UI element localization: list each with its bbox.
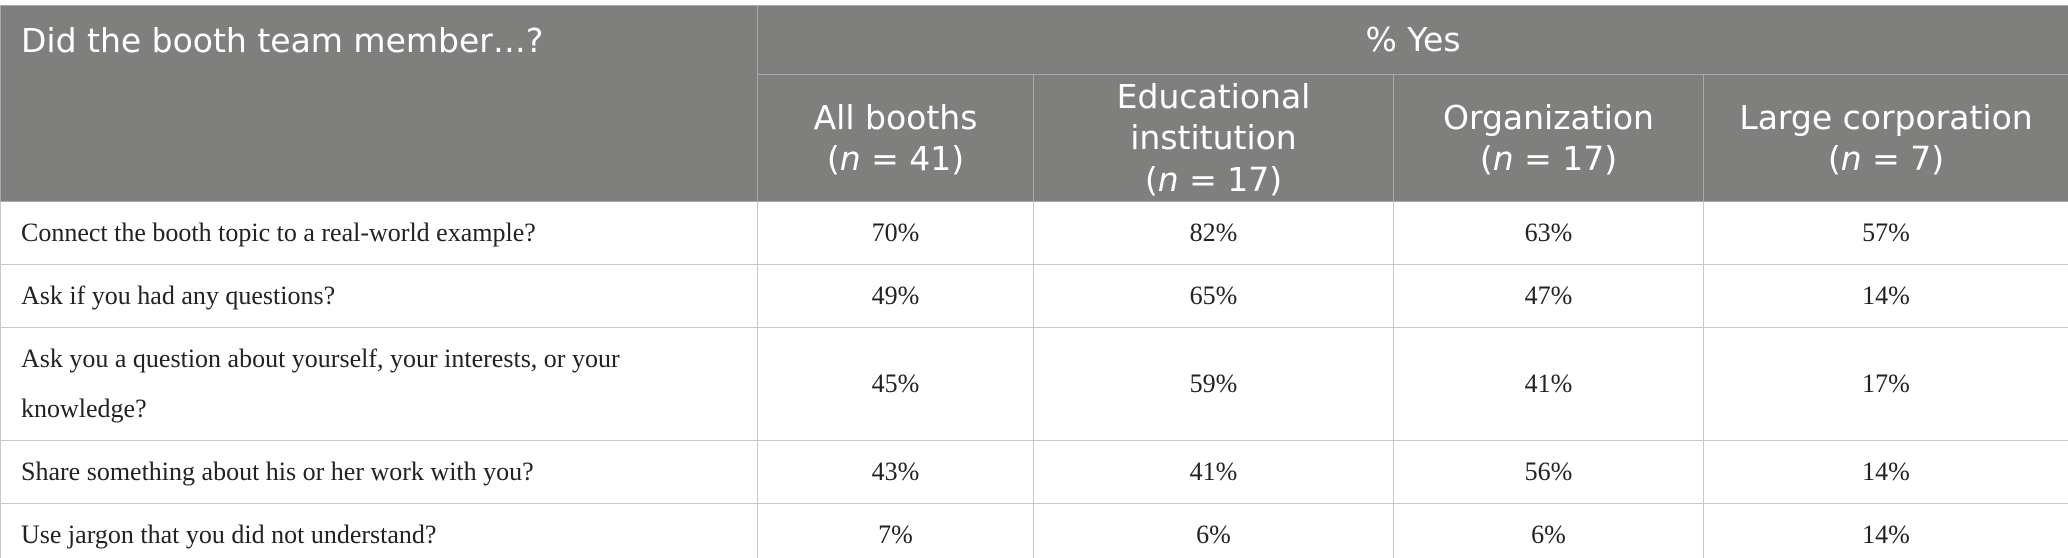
- column-n: (n = 17): [1479, 138, 1618, 178]
- cell-value: 57%: [1703, 200, 2068, 265]
- row-label: Use jargon that you did not understand?: [0, 502, 758, 558]
- table-row: Share something about his or her work wi…: [0, 439, 2068, 504]
- cell-value: 17%: [1703, 326, 2068, 441]
- column-header: All booths (n = 41): [757, 74, 1034, 202]
- cell-value: 41%: [1393, 326, 1704, 441]
- table-row: Use jargon that you did not understand? 7…: [0, 502, 2068, 558]
- question-header: Did the booth team member…?: [0, 5, 758, 202]
- cell-value: 70%: [757, 200, 1034, 265]
- row-label: Ask you a question about yourself, your …: [0, 326, 758, 441]
- column-n: (n = 17): [1144, 159, 1283, 199]
- cell-value: 6%: [1393, 502, 1704, 558]
- cell-value: 47%: [1393, 263, 1704, 328]
- cell-value: 59%: [1033, 326, 1394, 441]
- column-n: (n = 41): [826, 138, 965, 178]
- cell-value: 41%: [1033, 439, 1394, 504]
- row-label: Ask if you had any questions?: [0, 263, 758, 328]
- column-label: All booths: [813, 97, 978, 137]
- group-header: % Yes: [757, 5, 2068, 75]
- column-label: Organization: [1443, 97, 1654, 137]
- column-header: Organization (n = 17): [1393, 74, 1704, 202]
- cell-value: 49%: [757, 263, 1034, 328]
- table-row: Ask if you had any questions? 49% 65% 47% 14…: [0, 263, 2068, 328]
- cell-value: 14%: [1703, 439, 2068, 504]
- cell-value: 45%: [757, 326, 1034, 441]
- column-label: Large corporation: [1739, 97, 2033, 137]
- column-label: Educational institution: [1116, 77, 1311, 158]
- results-table: Did the booth team member…? % Yes All bo…: [0, 5, 2068, 558]
- cell-value: 14%: [1703, 263, 2068, 328]
- cell-value: 7%: [757, 502, 1034, 558]
- cell-value: 63%: [1393, 200, 1704, 265]
- column-header: Educational institution (n = 17): [1033, 74, 1394, 202]
- column-header: Large corporation (n = 7): [1703, 74, 2068, 202]
- table-row: Ask you a question about yourself, your …: [0, 326, 2068, 441]
- table-row: Connect the booth topic to a real-world …: [0, 200, 2068, 265]
- cell-value: 6%: [1033, 502, 1394, 558]
- cell-value: 56%: [1393, 439, 1704, 504]
- column-n: (n = 7): [1827, 138, 1945, 178]
- row-label: Share something about his or her work wi…: [0, 439, 758, 504]
- row-label: Connect the booth topic to a real-world …: [0, 200, 758, 265]
- cell-value: 43%: [757, 439, 1034, 504]
- cell-value: 14%: [1703, 502, 2068, 558]
- cell-value: 65%: [1033, 263, 1394, 328]
- cell-value: 82%: [1033, 200, 1394, 265]
